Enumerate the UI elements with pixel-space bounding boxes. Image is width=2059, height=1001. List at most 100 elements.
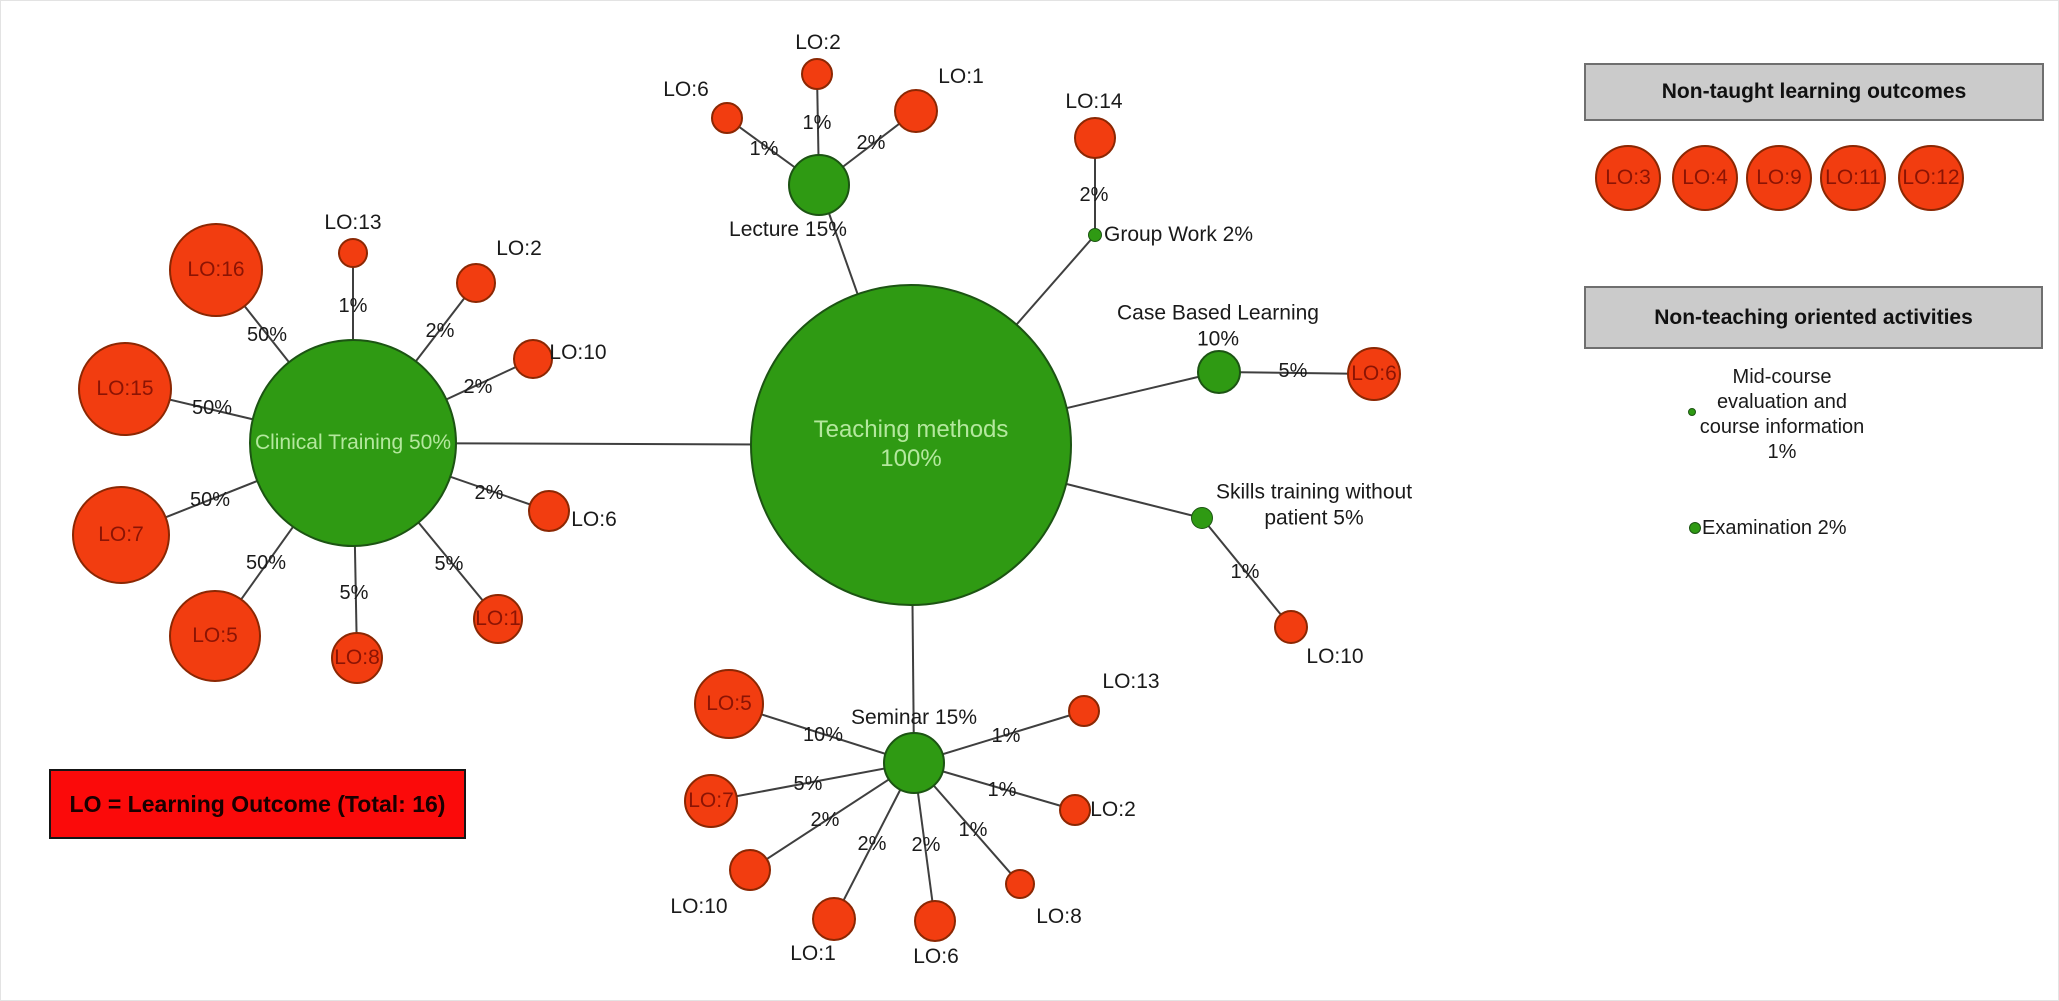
edge-label-seminar-lo10-sem: 2% bbox=[810, 808, 840, 831]
node-label-lo6-cl: LO:6 bbox=[571, 508, 617, 532]
edge-label-casebased-lo6-cbl: 5% bbox=[1278, 359, 1308, 382]
node-label-lo2-sem: LO:2 bbox=[1090, 798, 1136, 822]
legend-circle-lo9-label: LO:9 bbox=[1756, 166, 1802, 190]
edge-label-lecture-lo1-lec: 2% bbox=[856, 131, 886, 154]
node-lo14 bbox=[1074, 117, 1116, 159]
edge-label-clinical-lo7-cl: 50% bbox=[189, 488, 231, 511]
node-label-lo5-cl: LO:5 bbox=[192, 624, 238, 648]
midcourse-dot bbox=[1688, 408, 1696, 416]
node-label-lo8-sem: LO:8 bbox=[1036, 905, 1082, 929]
node-label-lo1-cl: LO:1 bbox=[475, 607, 521, 631]
edge-label-seminar-lo1-sem: 2% bbox=[857, 832, 887, 855]
node-label-lo14: LO:14 bbox=[1065, 90, 1123, 114]
legend-circle-lo12-label: LO:12 bbox=[1902, 166, 1960, 190]
edge-label-clinical-lo1-cl: 5% bbox=[434, 552, 464, 575]
legend-circle-lo3-label: LO:3 bbox=[1605, 166, 1651, 190]
node-lo10-cl bbox=[513, 339, 553, 379]
node-label-teaching: Teaching methods 100% bbox=[813, 416, 1009, 472]
edge-label-groupwork-lo14: 2% bbox=[1079, 183, 1109, 206]
edge-label-seminar-lo13-sem: 1% bbox=[991, 724, 1021, 747]
node-label-lo1-sem: LO:1 bbox=[790, 942, 836, 966]
legend-non-taught-title: Non-taught learning outcomes bbox=[1661, 80, 1967, 103]
node-label-lo15: LO:15 bbox=[96, 377, 154, 401]
examination-dot bbox=[1689, 522, 1701, 534]
node-clinical: Clinical Training 50% bbox=[249, 339, 457, 547]
examination-label: Examination 2% bbox=[1702, 516, 1847, 539]
legend-circle-lo4: LO:4 bbox=[1672, 145, 1738, 211]
node-lo15: LO:15 bbox=[78, 342, 172, 436]
legend-non-taught-box: Non-taught learning outcomes bbox=[1584, 63, 2044, 121]
node-lo2-lec bbox=[801, 58, 833, 90]
node-lo6-lec bbox=[711, 102, 743, 134]
caption-box: LO = Learning Outcome (Total: 16) bbox=[49, 769, 466, 839]
node-lo7-sem: LO:7 bbox=[684, 774, 738, 828]
legend-circle-lo3: LO:3 bbox=[1595, 145, 1661, 211]
edge-label-clinical-lo8-cl: 5% bbox=[339, 581, 369, 604]
node-label-lo5-sem: LO:5 bbox=[706, 692, 752, 716]
edge-label-clinical-lo2-cl: 2% bbox=[425, 319, 455, 342]
node-label-casebased: Case Based Learning 10% bbox=[1117, 301, 1319, 350]
node-label-lo6-lec: LO:6 bbox=[663, 78, 709, 102]
node-lo8-cl: LO:8 bbox=[331, 632, 383, 684]
edge-label-seminar-lo2-sem: 1% bbox=[987, 778, 1017, 801]
node-lo16: LO:16 bbox=[169, 223, 263, 317]
node-lo5-sem: LO:5 bbox=[694, 669, 764, 739]
node-label-groupwork: Group Work 2% bbox=[1104, 223, 1253, 247]
edge-label-clinical-lo15: 50% bbox=[191, 396, 233, 419]
node-lo2-cl bbox=[456, 263, 496, 303]
node-teaching: Teaching methods 100% bbox=[750, 284, 1072, 606]
node-lo8-sem bbox=[1005, 869, 1035, 899]
node-lo6-sem bbox=[914, 900, 956, 942]
node-label-lo10-sk: LO:10 bbox=[1306, 645, 1364, 669]
caption-text: LO = Learning Outcome (Total: 16) bbox=[69, 790, 446, 817]
edge-seminar-lo7-sem bbox=[710, 762, 915, 802]
node-label-lo2-cl: LO:2 bbox=[496, 237, 542, 261]
edge-label-clinical-lo5-cl: 50% bbox=[245, 551, 287, 574]
node-label-lo2-lec: LO:2 bbox=[795, 31, 841, 55]
node-label-lo10-sem: LO:10 bbox=[670, 895, 728, 919]
node-label-lo13-cl: LO:13 bbox=[324, 211, 382, 235]
node-lo13-cl bbox=[338, 238, 368, 268]
legend-non-teaching-box: Non-teaching oriented activities bbox=[1584, 286, 2043, 349]
edge-label-seminar-lo5-sem: 10% bbox=[802, 723, 844, 746]
node-label-lo6-sem: LO:6 bbox=[913, 945, 959, 969]
legend-circle-lo9: LO:9 bbox=[1746, 145, 1812, 211]
node-label-lecture: Lecture 15% bbox=[729, 218, 847, 242]
midcourse-label: Mid-course evaluation and course informa… bbox=[1699, 366, 1865, 463]
node-label-lo10-cl: LO:10 bbox=[549, 341, 607, 365]
node-label-lo6-cbl: LO:6 bbox=[1351, 362, 1397, 386]
node-groupwork bbox=[1088, 228, 1102, 242]
node-label-lo1-lec: LO:1 bbox=[938, 65, 984, 89]
node-lo2-sem bbox=[1059, 794, 1091, 826]
node-lo6-cl bbox=[528, 490, 570, 532]
node-lo1-lec bbox=[894, 89, 938, 133]
node-label-lo13-sem: LO:13 bbox=[1102, 670, 1160, 694]
node-lo6-cbl: LO:6 bbox=[1347, 347, 1401, 401]
node-label-lo7-sem: LO:7 bbox=[688, 789, 734, 813]
edge-label-clinical-lo6-cl: 2% bbox=[474, 481, 504, 504]
legend-circle-lo12: LO:12 bbox=[1898, 145, 1964, 211]
node-label-clinical: Clinical Training 50% bbox=[254, 431, 452, 455]
node-casebased bbox=[1197, 350, 1241, 394]
legend-non-teaching-title: Non-teaching oriented activities bbox=[1654, 305, 1973, 329]
edge-skills-lo10-sk bbox=[1201, 517, 1292, 628]
edge-label-seminar-lo8-sem: 1% bbox=[958, 818, 988, 841]
legend-circle-lo11: LO:11 bbox=[1820, 145, 1886, 211]
node-label-lo16: LO:16 bbox=[187, 258, 245, 282]
edge-label-seminar-lo7-sem: 5% bbox=[793, 772, 823, 795]
edge-label-clinical-lo13-cl: 1% bbox=[338, 294, 368, 317]
edge-seminar-lo10-sem bbox=[749, 762, 915, 871]
edge-label-clinical-lo10-cl: 2% bbox=[463, 375, 493, 398]
edge-label-lecture-lo2-lec: 1% bbox=[802, 111, 832, 134]
node-lecture bbox=[788, 154, 850, 216]
node-label-lo8-cl: LO:8 bbox=[334, 646, 380, 670]
node-lo1-sem bbox=[812, 897, 856, 941]
node-lo7-cl: LO:7 bbox=[72, 486, 170, 584]
edge-label-clinical-lo16: 50% bbox=[246, 323, 288, 346]
node-label-lo7-cl: LO:7 bbox=[98, 523, 144, 547]
node-lo10-sem bbox=[729, 849, 771, 891]
node-lo13-sem bbox=[1068, 695, 1100, 727]
node-label-seminar: Seminar 15% bbox=[850, 706, 978, 730]
legend-circle-lo4-label: LO:4 bbox=[1682, 166, 1728, 190]
